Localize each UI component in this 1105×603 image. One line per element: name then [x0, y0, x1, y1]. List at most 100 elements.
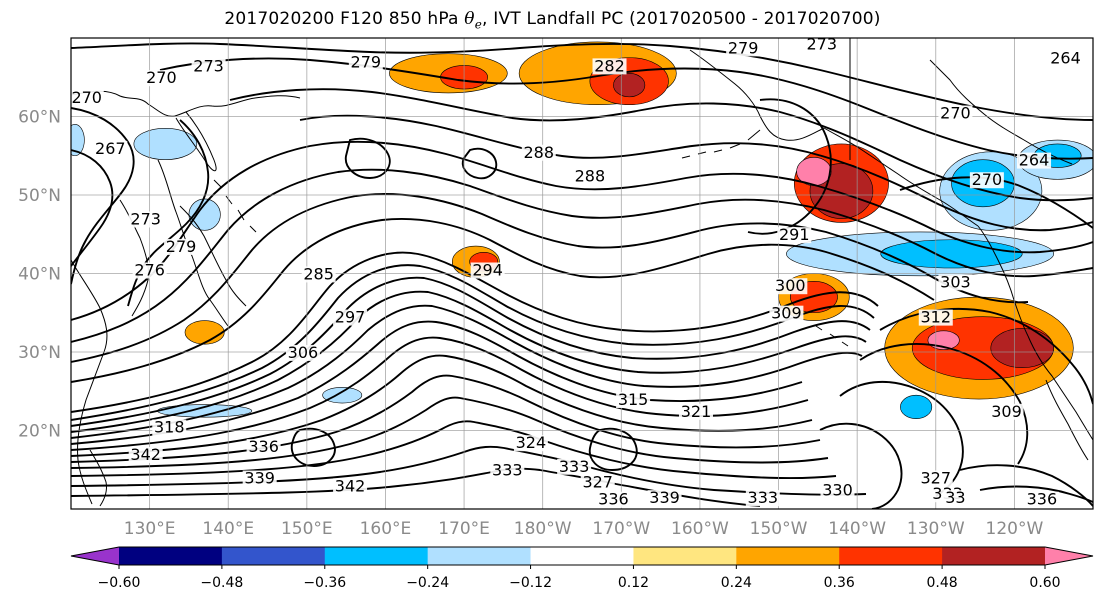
lon-tick-label: 140°W [828, 519, 886, 539]
lon-tick-label: 160°W [671, 519, 729, 539]
contour-label-bg [989, 403, 1024, 420]
contour-label: 264 [1050, 49, 1081, 68]
shaded-region-arctic-warm [613, 73, 646, 98]
contour-label-bg [938, 274, 973, 291]
contour-label-bg [592, 58, 627, 75]
contour-label: 330 [822, 480, 853, 499]
contour-label-bg [820, 482, 855, 499]
coastlines [71, 38, 1093, 507]
contour-line [290, 427, 336, 467]
contour-label-bg [470, 262, 505, 279]
contour-line [71, 264, 875, 421]
contour-line [71, 304, 863, 439]
colorbar-extend-min [71, 547, 119, 565]
lon-tick-label: 160°E [360, 519, 412, 539]
contour-label: 33 [945, 488, 965, 507]
contour-label-bg [490, 462, 525, 479]
contour-label-bg [678, 403, 713, 420]
shaded-region-kamchatka-cold [133, 127, 198, 160]
contour-label: 270 [940, 104, 971, 123]
title-suffix: , IVT Landfall PC (2017020500 - 20170207… [482, 9, 881, 29]
lon-tick-label: 180°W [514, 519, 572, 539]
contour-label: 288 [523, 143, 554, 162]
colorbar-bin [942, 547, 1046, 565]
coast-bc-washington [977, 225, 1029, 337]
contour-label-bg [521, 144, 556, 161]
title-prefix: 2017020200 F120 850 hPa [224, 9, 465, 29]
coast-alaska-west [689, 49, 825, 141]
contour-label: 273 [193, 56, 224, 75]
lon-tick-label: 140°E [202, 519, 254, 539]
contour-label-bg [918, 470, 953, 487]
contour-line [71, 251, 879, 413]
contour-label-bg [1017, 152, 1052, 169]
coast-aleutians [681, 129, 761, 159]
colorbar-bin [633, 547, 737, 565]
contour-line [71, 42, 1093, 121]
contour-line [344, 137, 391, 179]
contour-label: 300 [775, 276, 806, 295]
contour-label-bg [726, 40, 761, 57]
contour-line [71, 168, 1093, 343]
contour-label: 282 [594, 56, 625, 75]
contour-label: 321 [681, 402, 712, 421]
contour-label-bg [943, 490, 968, 507]
contour-line [859, 343, 1029, 465]
contour-label: 270 [972, 170, 1003, 189]
colorbar-tick-label: 0.36 [824, 575, 855, 591]
colorbar-bin [427, 547, 532, 565]
contour-label-bg [1048, 50, 1083, 67]
contour-label-bg [152, 419, 187, 436]
lat-tick-label: 20°N [18, 422, 61, 442]
contour-label: 303 [940, 272, 971, 291]
contour-label: 336 [598, 490, 629, 509]
contour-line [71, 290, 867, 433]
contour-label: 285 [303, 264, 334, 283]
colorbar-extend-max [1045, 547, 1093, 565]
colorbar-tick-label: −0.60 [98, 575, 141, 591]
ivt-correlation-shading [71, 41, 1093, 420]
contour-label: 291 [779, 225, 810, 244]
colorbar-bin [221, 547, 326, 565]
contour-label: 324 [516, 433, 547, 452]
contour-label-bg [348, 54, 383, 71]
contour-label: 342 [335, 476, 366, 495]
contour-labels: 270 270 273 279 279 273 282 264 267 288 288 270 264 2… [71, 34, 1083, 509]
contour-line [229, 88, 1093, 202]
contour-label-bg [557, 458, 592, 475]
lat-tick-label: 40°N [18, 265, 61, 285]
contour-line [71, 336, 809, 451]
contour-label: 339 [244, 469, 275, 488]
contour-label: 273 [130, 209, 161, 228]
contour-label: 267 [95, 139, 126, 158]
colorbar-ticks: −0.60 −0.48 −0.36 −0.24 −0.12 0.12 0.24 0.36 0.4… [98, 565, 1061, 591]
coast-kuriles [213, 179, 257, 233]
contour-line [159, 57, 1093, 160]
contour-label: 279 [166, 237, 197, 256]
contour-label: 276 [134, 261, 165, 280]
contour-label-bg [71, 89, 104, 106]
contour-line [299, 114, 1093, 232]
coast-california [1027, 335, 1093, 441]
contour-label: 342 [130, 445, 161, 464]
shaded-region-pacific-cold [900, 394, 933, 420]
colorbar-tick-label: 0.24 [721, 575, 752, 591]
contour-label-bg [301, 266, 336, 283]
longitude-labels: 130°E 140°E 150°E 160°E 170°E 180°W 170°W 160°W… [124, 519, 1044, 539]
contour-label-bg [580, 474, 615, 491]
lon-tick-label: 170°W [592, 519, 650, 539]
contour-label-bg [513, 435, 548, 452]
lat-tick-label: 60°N [18, 108, 61, 128]
contour-label: 273 [807, 34, 838, 53]
contour-label-bg [647, 490, 682, 507]
contour-line [71, 107, 135, 285]
contour-label-bg [1024, 491, 1059, 508]
shaded-region-kamchatka-cold [71, 124, 85, 157]
contour-label: 270 [71, 88, 102, 107]
contour-label: 297 [335, 308, 366, 327]
contour-label: 333 [492, 461, 523, 480]
contour-line [71, 276, 871, 427]
contour-line [71, 320, 803, 445]
shaded-region-pacific-cold [322, 387, 363, 404]
contour-label: 333 [559, 457, 590, 476]
